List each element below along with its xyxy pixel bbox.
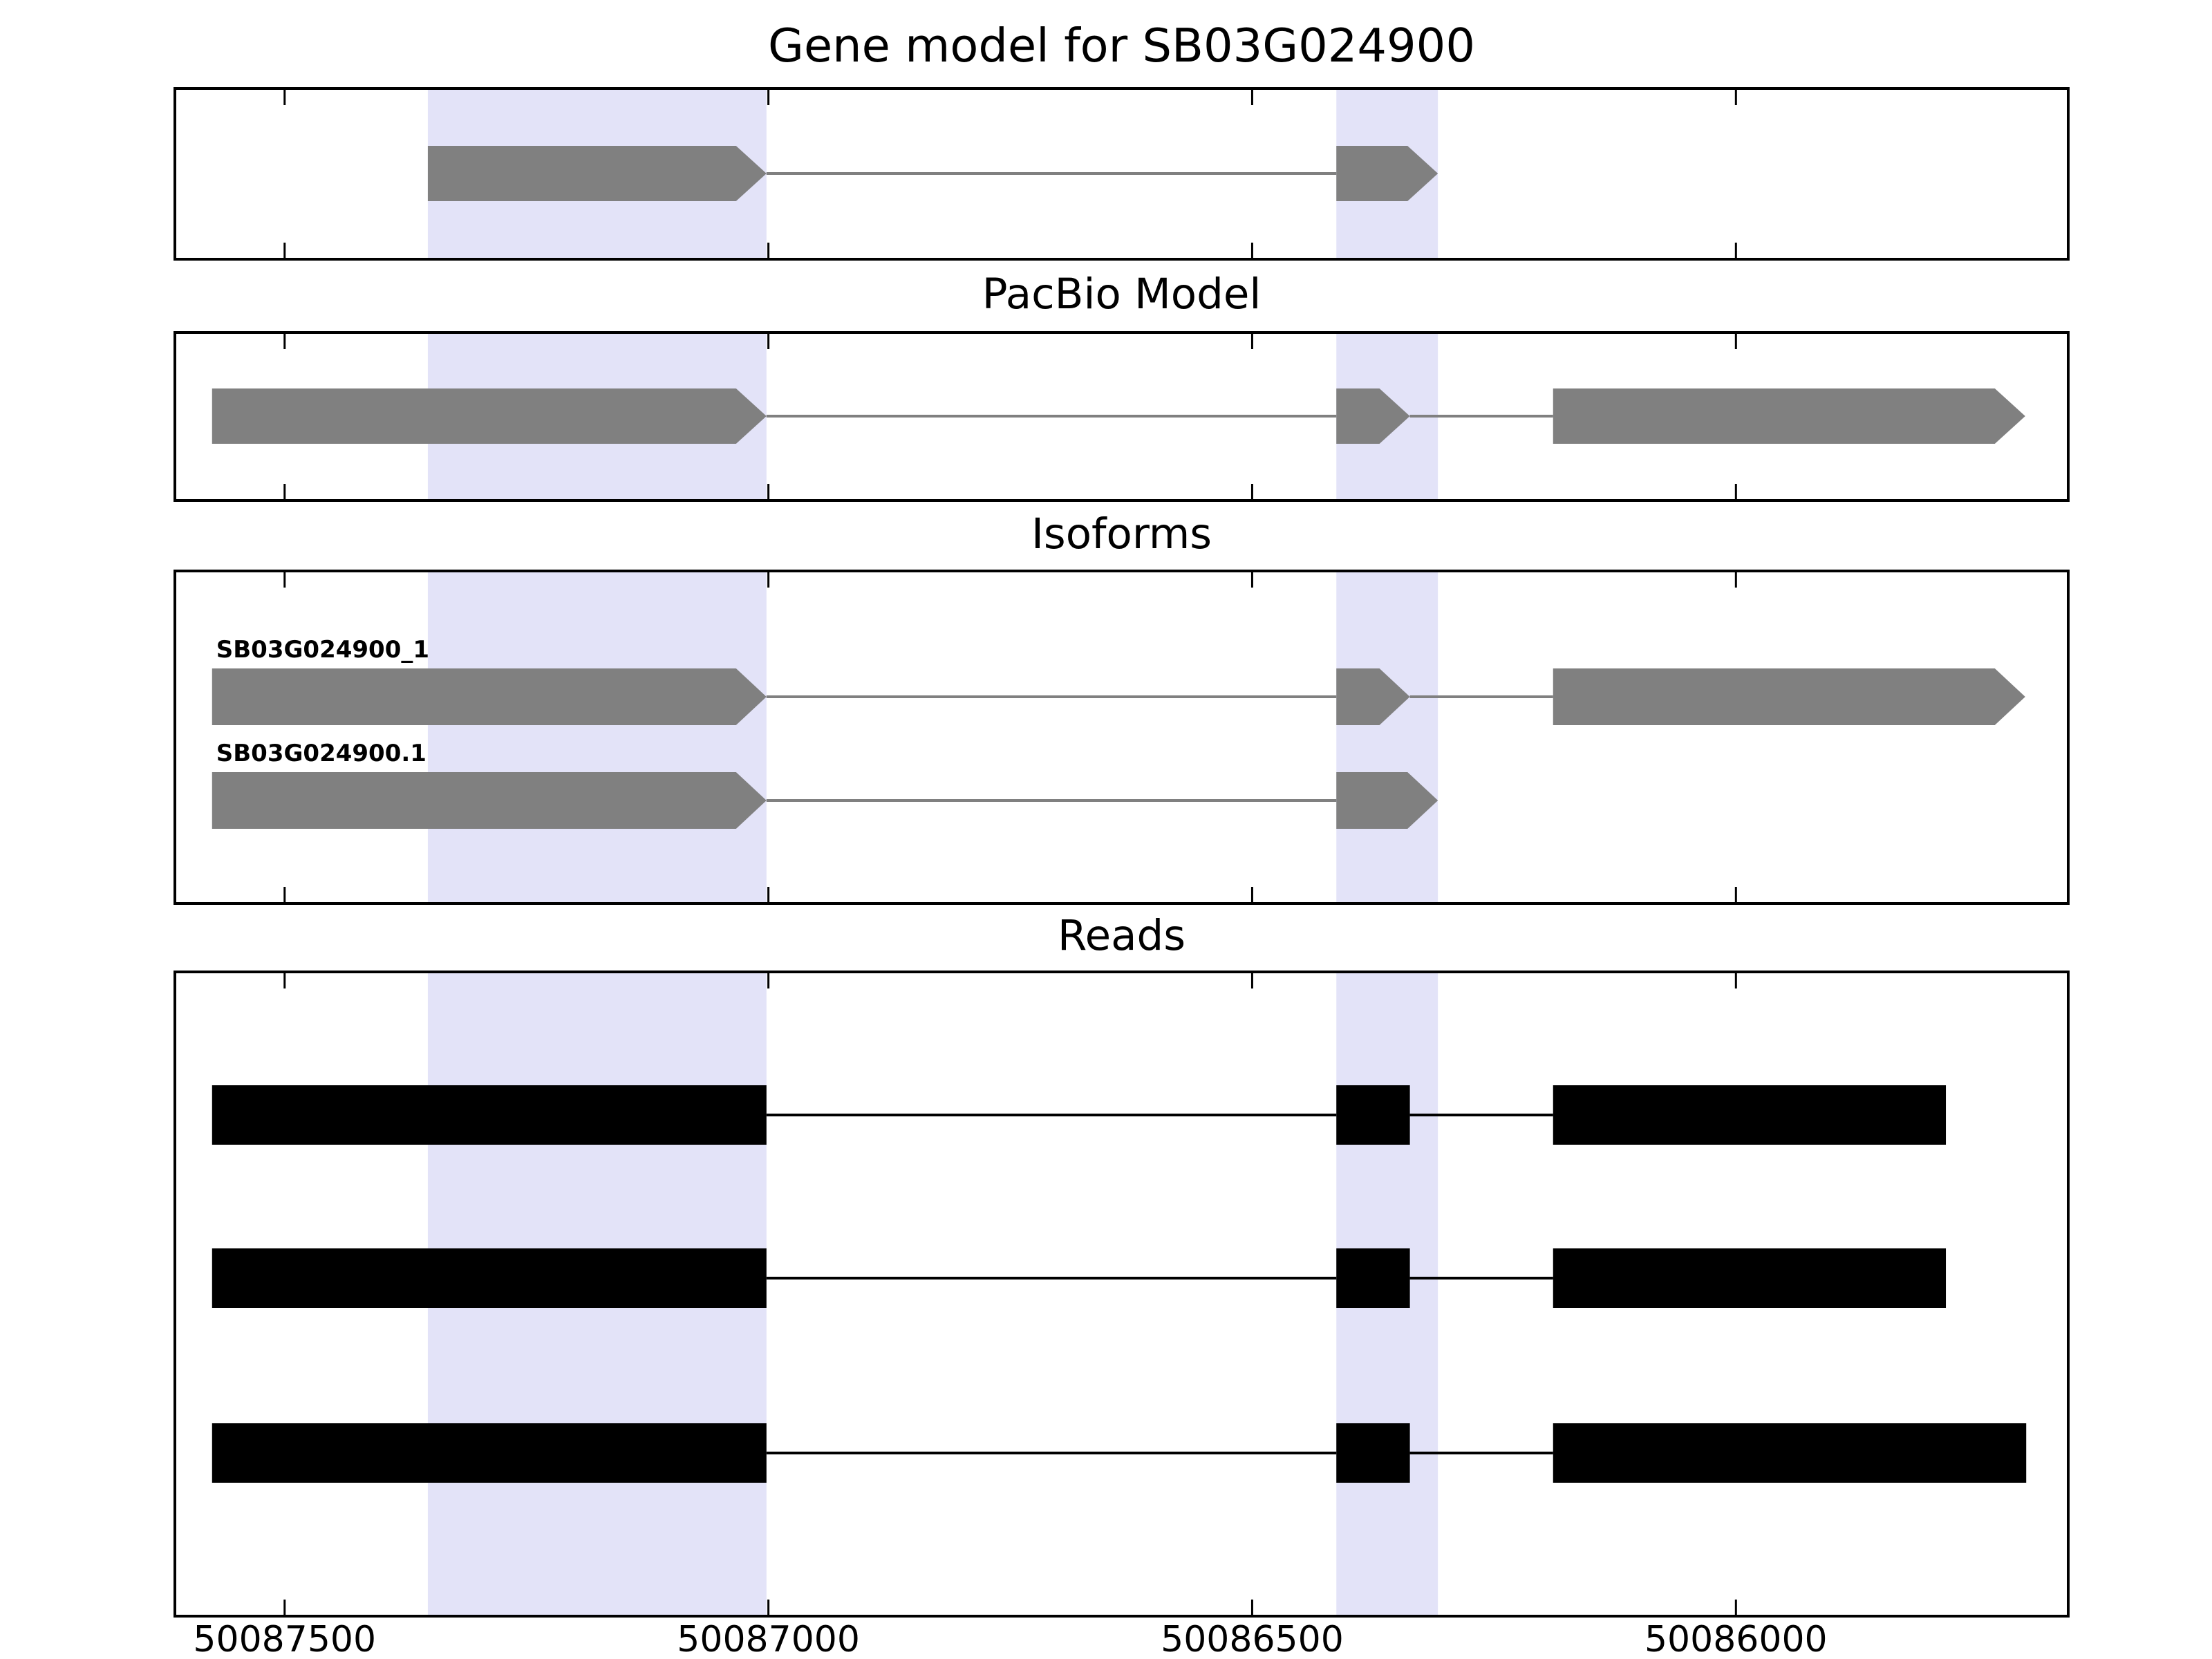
panel-title-pacbio: PacBio Model [982,270,1262,319]
exon-arrow [212,388,767,444]
read-exon [212,1423,767,1483]
isoform-label: SB03G024900.1 [216,740,427,767]
panel-title-reads: Reads [1057,911,1186,960]
x-tick-label: 50087500 [193,1619,377,1659]
panel-title-isoforms: Isoforms [1031,509,1212,559]
exon-arrow [1336,668,1410,725]
read-exon [1553,1248,1947,1308]
highlight-band [427,572,767,902]
highlight-band [1336,572,1438,902]
panel-pacbio-model [174,331,2070,502]
isoforms-track-svg: SB03G024900_1 SB03G024900.1 [212,572,2025,902]
exon-arrow [212,772,767,829]
exon-arrow [1336,146,1438,201]
exon-arrow [1553,668,2025,725]
x-tick-label: 50086000 [1644,1619,1828,1659]
exon-arrow [1336,388,1410,444]
pacbio-track-svg [212,334,2025,499]
read-exon [212,1085,767,1145]
figure-title: Gene model for SB03G024900 [768,19,1475,73]
exon-arrow [1336,772,1438,829]
read-exon [1336,1423,1410,1483]
read-exon [1336,1085,1410,1145]
exon-arrow [427,146,767,201]
exon-arrow [212,668,767,725]
x-tick-label: 50087000 [677,1619,860,1659]
isoform-label: SB03G024900_1 [216,636,429,664]
read-exon [1336,1248,1410,1308]
panel-gene-model [174,87,2070,261]
read-exon [212,1248,767,1308]
panel-isoforms: SB03G024900_1 SB03G024900.1 [174,570,2070,905]
exon-arrow [1553,388,2025,444]
panel-reads [174,971,2070,1618]
reads-track-svg [212,973,2027,1615]
gene-model-track-svg [283,90,1737,258]
read-exon [1553,1423,2027,1483]
read-exon [1553,1085,1947,1145]
x-axis: 50087500 50087000 50086500 50086000 [176,1619,2067,1659]
x-tick-label: 50086500 [1161,1619,1344,1659]
